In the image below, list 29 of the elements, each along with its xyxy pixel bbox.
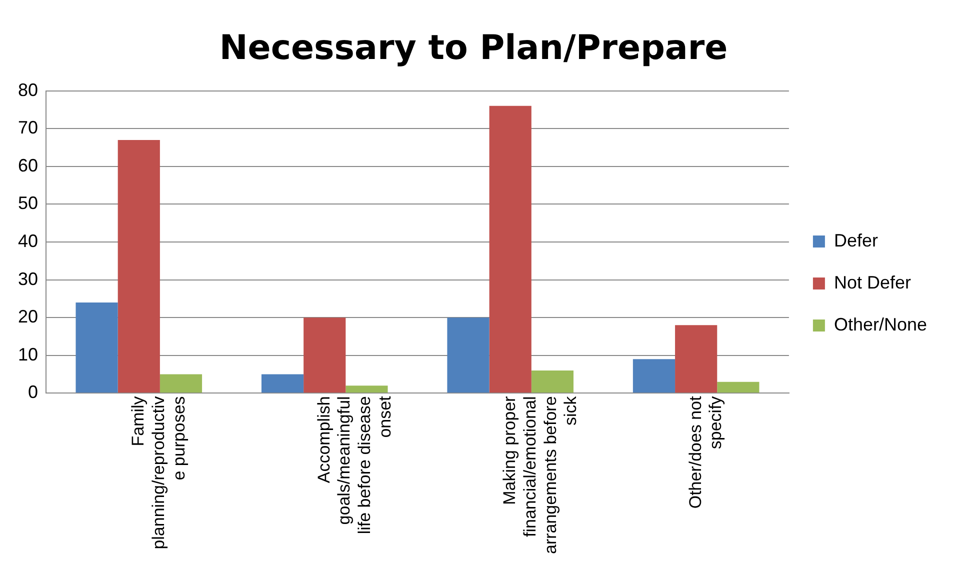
legend-label: Other/None (834, 314, 928, 334)
legend-label: Not Defer (834, 272, 911, 292)
bar (346, 386, 388, 393)
bar (717, 382, 760, 393)
bar (160, 374, 202, 393)
y-tick-label: 10 (18, 344, 38, 364)
x-tick-label: Accomplish goals/meaningful life before disease onset (314, 396, 395, 534)
x-tick-label: Making proper financial/emotional arrangements before sick (500, 396, 580, 554)
y-tick-label: 70 (18, 118, 38, 138)
bar (632, 359, 676, 393)
y-tick-label: 60 (18, 155, 38, 176)
bar (531, 370, 574, 393)
bar (76, 302, 118, 393)
y-tick-label: 0 (28, 382, 38, 402)
y-tick-label: 80 (18, 80, 38, 100)
chart-title: Necessary to Plan/Prepare (219, 28, 728, 68)
bar (118, 140, 160, 393)
y-tick-label: 50 (18, 193, 38, 214)
legend-label: Defer (834, 230, 878, 250)
bar (489, 106, 532, 393)
y-tick-label: 20 (18, 306, 38, 327)
bar (261, 374, 304, 393)
x-tick-label: Other/does not specify (686, 396, 726, 509)
bar (675, 325, 718, 393)
bar (304, 318, 346, 393)
x-tick-label: Family planning/reproductive purposes (128, 396, 188, 550)
y-tick-label: 40 (18, 230, 38, 251)
bar (447, 318, 490, 393)
y-tick-label: 30 (18, 268, 38, 289)
